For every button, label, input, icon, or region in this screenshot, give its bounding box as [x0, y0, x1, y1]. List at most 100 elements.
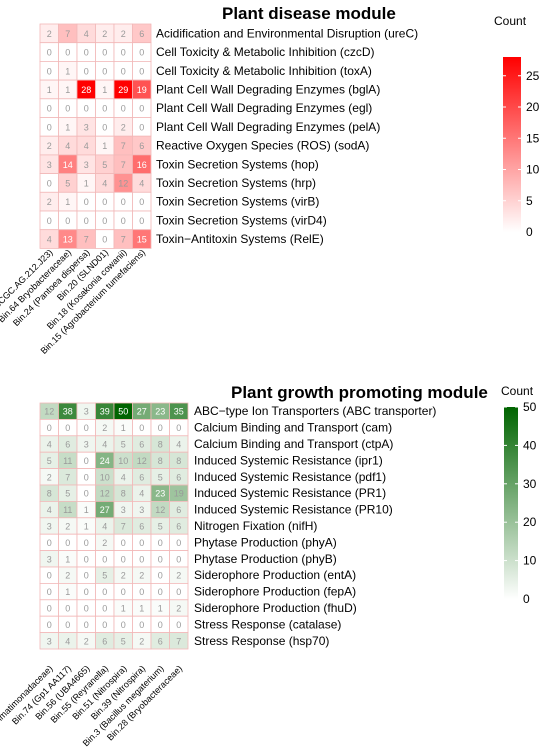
growth-cell-value: 0: [102, 620, 107, 630]
growth-cell-value: 1: [65, 554, 70, 564]
growth-cell-value: 0: [84, 554, 89, 564]
growth-legend-tick: 30: [523, 477, 537, 491]
disease-cell-value: 0: [84, 48, 89, 58]
disease-cell-value: 0: [121, 48, 126, 58]
growth-cell-value: 0: [65, 604, 70, 614]
growth-legend-tick: 10: [523, 554, 537, 568]
growth-cell-value: 0: [102, 587, 107, 597]
growth-cell-value: 4: [102, 522, 107, 532]
growth-cell-value: 0: [65, 620, 70, 630]
disease-legend-tick: 10: [526, 163, 540, 177]
growth-cell-value: 3: [84, 440, 89, 450]
growth-cell-value: 4: [121, 472, 126, 482]
disease-cell: [132, 229, 152, 249]
growth-row-label: Calcium Binding and Transport (ctpA): [194, 437, 393, 451]
growth-cell-value: 0: [102, 554, 107, 564]
disease-cell-value: 5: [65, 178, 70, 188]
growth-cell-value: 3: [47, 636, 52, 646]
disease-legend-title: Count: [494, 14, 527, 28]
growth-cell-value: 3: [47, 522, 52, 532]
disease-cell-value: 0: [47, 216, 52, 226]
disease-cell-value: 13: [63, 235, 73, 245]
growth-cell-value: 0: [158, 554, 163, 564]
growth-cell-value: 23: [155, 407, 165, 417]
growth-cell-value: 2: [65, 522, 70, 532]
growth-cell-value: 12: [155, 505, 165, 515]
growth-cell-value: 6: [176, 472, 181, 482]
growth-cell-value: 0: [139, 620, 144, 630]
disease-cell-value: 1: [65, 85, 70, 95]
disease-row-label: Plant Cell Wall Degrading Enzymes (pelA): [156, 120, 380, 134]
growth-cell-value: 0: [176, 554, 181, 564]
disease-row-label: Toxin Secretion Systems (virD4): [156, 213, 327, 227]
disease-row-label: Plant Cell Wall Degrading Enzymes (bglA): [156, 82, 380, 96]
growth-cell-value: 0: [84, 604, 89, 614]
growth-cell-value: 23: [155, 489, 165, 499]
disease-cell-value: 16: [137, 160, 147, 170]
growth-cell-value: 6: [65, 440, 70, 450]
growth-legend-tick: 20: [523, 515, 537, 529]
growth-cell-value: 4: [102, 440, 107, 450]
growth-row-label: Phytase Production (phyB): [194, 552, 337, 566]
disease-cell-value: 0: [139, 66, 144, 76]
growth-cell-value: 1: [139, 604, 144, 614]
disease-legend-tick: 15: [526, 131, 540, 145]
disease-cell-value: 0: [84, 216, 89, 226]
growth-cell-value: 6: [176, 505, 181, 515]
growth-cell-value: 50: [118, 407, 128, 417]
growth-cell-value: 0: [121, 620, 126, 630]
growth-cell-value: 0: [158, 538, 163, 548]
growth-cell-value: 0: [176, 587, 181, 597]
growth-cell-value: 0: [176, 538, 181, 548]
growth-cell-value: 3: [121, 505, 126, 515]
disease-cell-value: 7: [65, 29, 70, 39]
growth-cell-value: 4: [65, 636, 70, 646]
growth-cell-value: 0: [139, 587, 144, 597]
growth-cell-value: 2: [65, 571, 70, 581]
growth-cell-value: 5: [121, 636, 126, 646]
growth-cell-value: 2: [84, 636, 89, 646]
growth-cell-value: 0: [139, 423, 144, 433]
disease-legend-tick: 25: [526, 69, 540, 83]
growth-row-label: Induced Systemic Resistance (ipr1): [194, 453, 383, 467]
disease-cell-value: 1: [65, 197, 70, 207]
disease-legend-tick: 5: [526, 194, 533, 208]
disease-row-label: Toxin−Antitoxin Systems (RelE): [156, 232, 324, 246]
growth-legend-tick: 40: [523, 438, 537, 452]
growth-cell-value: 12: [100, 489, 110, 499]
disease-cell-value: 7: [121, 141, 126, 151]
disease-cell-value: 2: [47, 197, 52, 207]
disease-cell-value: 0: [139, 216, 144, 226]
growth-legend-tick: 50: [523, 400, 537, 414]
disease-cell-value: 0: [84, 197, 89, 207]
growth-cell-value: 0: [84, 489, 89, 499]
growth-cell-value: 1: [121, 423, 126, 433]
disease-row-label: Acidification and Environmental Disrupti…: [156, 26, 418, 40]
disease-cell-value: 0: [102, 216, 107, 226]
disease-cell-value: 0: [139, 122, 144, 132]
disease-cell-value: 28: [81, 85, 91, 95]
growth-cell-value: 2: [102, 538, 107, 548]
disease-cell-value: 5: [102, 160, 107, 170]
disease-cell-value: 0: [84, 66, 89, 76]
growth-cell-value: 7: [176, 636, 181, 646]
growth-cell-value: 6: [102, 636, 107, 646]
growth-cell-value: 0: [139, 554, 144, 564]
growth-cell-value: 6: [176, 522, 181, 532]
disease-cell-value: 0: [139, 104, 144, 114]
disease-cell-value: 0: [102, 48, 107, 58]
growth-cell-value: 8: [121, 489, 126, 499]
growth-cell-value: 3: [47, 554, 52, 564]
growth-cell-value: 0: [84, 538, 89, 548]
disease-cell-value: 2: [47, 141, 52, 151]
growth-cell-value: 10: [100, 472, 110, 482]
growth-cell-value: 0: [47, 620, 52, 630]
growth-cell-value: 0: [47, 571, 52, 581]
disease-cell-value: 7: [121, 160, 126, 170]
growth-cell-value: 6: [158, 636, 163, 646]
growth-cell-value: 4: [176, 440, 181, 450]
disease-cell-value: 3: [84, 160, 89, 170]
disease-row-label: Toxin Secretion Systems (hop): [156, 157, 319, 171]
disease-cell-value: 1: [65, 66, 70, 76]
